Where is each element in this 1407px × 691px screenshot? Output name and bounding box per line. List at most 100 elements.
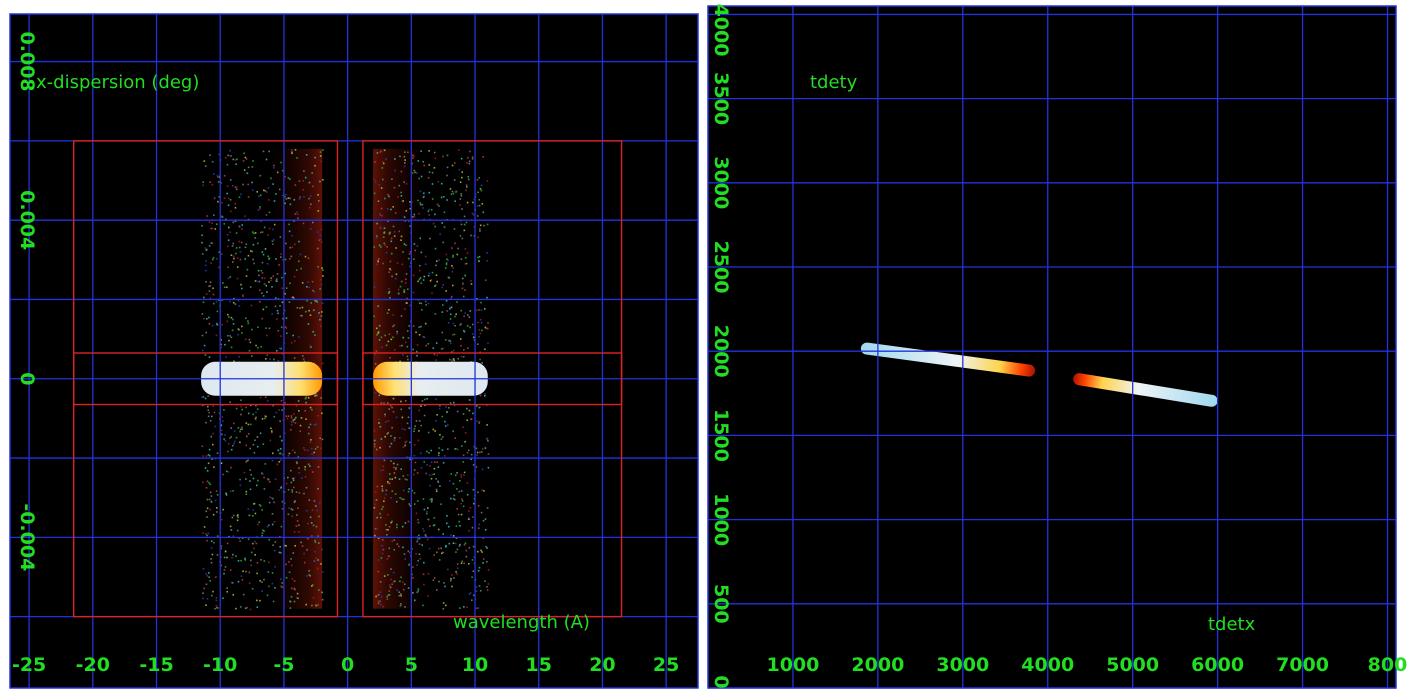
scatter-point bbox=[310, 439, 312, 441]
scatter-point bbox=[394, 580, 396, 583]
scatter-point bbox=[452, 430, 454, 433]
scatter-point bbox=[292, 296, 294, 299]
scatter-point bbox=[252, 243, 255, 246]
scatter-point bbox=[232, 301, 235, 304]
scatter-point bbox=[279, 546, 281, 548]
scatter-point bbox=[442, 462, 445, 464]
scatter-point bbox=[259, 207, 261, 210]
scatter-point bbox=[376, 485, 379, 488]
scatter-point bbox=[313, 424, 316, 426]
scatter-point bbox=[377, 600, 380, 602]
scatter-point bbox=[467, 176, 469, 178]
scatter-point bbox=[280, 452, 282, 455]
scatter-point bbox=[265, 284, 268, 287]
scatter-point bbox=[281, 508, 284, 510]
scatter-point bbox=[307, 522, 309, 525]
scatter-point bbox=[399, 604, 402, 607]
scatter-point bbox=[204, 467, 207, 469]
scatter-point bbox=[285, 317, 288, 319]
scatter-point bbox=[206, 480, 209, 483]
scatter-point bbox=[400, 280, 403, 283]
scatter-point bbox=[215, 605, 218, 607]
scatter-point bbox=[205, 260, 207, 262]
scatter-point bbox=[462, 355, 465, 358]
scatter-point bbox=[299, 196, 301, 198]
scatter-point bbox=[380, 438, 383, 440]
scatter-point bbox=[202, 181, 204, 183]
scatter-point bbox=[295, 416, 297, 419]
scatter-point bbox=[297, 456, 300, 458]
scatter-point bbox=[450, 297, 452, 299]
scatter-point bbox=[413, 169, 416, 172]
scatter-point bbox=[254, 280, 257, 282]
scatter-point bbox=[461, 208, 463, 210]
scatter-point bbox=[423, 398, 426, 401]
scatter-point bbox=[268, 561, 270, 564]
scatter-point bbox=[252, 160, 254, 162]
scatter-point bbox=[209, 419, 212, 422]
scatter-point bbox=[314, 334, 316, 336]
scatter-point bbox=[205, 573, 207, 575]
scatter-point bbox=[379, 581, 382, 583]
scatter-point bbox=[457, 513, 460, 516]
scatter-point bbox=[241, 224, 243, 226]
scatter-point bbox=[208, 481, 210, 484]
scatter-point bbox=[436, 260, 438, 262]
scatter-point bbox=[238, 305, 241, 307]
scatter-point bbox=[293, 600, 296, 603]
scatter-point bbox=[256, 436, 259, 438]
scatter-point bbox=[279, 305, 281, 307]
scatter-point bbox=[255, 404, 257, 407]
scatter-point bbox=[383, 227, 386, 229]
scatter-point bbox=[378, 422, 380, 424]
scatter-point bbox=[290, 421, 293, 423]
scatter-point bbox=[405, 273, 408, 275]
scatter-point bbox=[486, 404, 488, 407]
scatter-point bbox=[287, 197, 290, 199]
scatter-point bbox=[295, 405, 298, 407]
scatter-point bbox=[376, 334, 378, 336]
scatter-point bbox=[280, 347, 282, 350]
scatter-point bbox=[298, 336, 300, 338]
scatter-point bbox=[459, 543, 461, 546]
scatter-point bbox=[468, 563, 470, 565]
scatter-point bbox=[319, 155, 322, 157]
scatter-point bbox=[398, 545, 400, 548]
scatter-point bbox=[304, 410, 306, 412]
scatter-point bbox=[201, 396, 203, 399]
scatter-point bbox=[290, 149, 293, 151]
scatter-point bbox=[400, 191, 402, 194]
scatter-point bbox=[404, 151, 406, 153]
scatter-point bbox=[274, 297, 277, 299]
scatter-point bbox=[426, 398, 428, 400]
scatter-point bbox=[271, 572, 274, 574]
scatter-point bbox=[374, 491, 377, 493]
scatter-point bbox=[216, 324, 219, 326]
scatter-point bbox=[206, 215, 209, 217]
scatter-point bbox=[318, 239, 321, 241]
scatter-point bbox=[478, 335, 480, 338]
scatter-point bbox=[418, 302, 421, 304]
scatter-point bbox=[479, 590, 482, 592]
scatter-point bbox=[417, 559, 419, 562]
scatter-point bbox=[244, 246, 247, 249]
scatter-point bbox=[235, 407, 238, 410]
scatter-point bbox=[205, 533, 207, 535]
scatter-point bbox=[399, 360, 401, 363]
scatter-point bbox=[406, 355, 409, 358]
scatter-point bbox=[281, 287, 283, 290]
y-tick-label: 2000 bbox=[710, 325, 732, 378]
scatter-point bbox=[208, 316, 210, 319]
scatter-point bbox=[442, 284, 444, 286]
scatter-point bbox=[314, 550, 316, 553]
scatter-point bbox=[472, 570, 475, 572]
scatter-point bbox=[257, 209, 260, 211]
scatter-point bbox=[242, 570, 244, 573]
scatter-point bbox=[418, 534, 420, 537]
scatter-point bbox=[321, 267, 323, 269]
scatter-point bbox=[210, 435, 213, 438]
scatter-point bbox=[248, 338, 251, 341]
scatter-point bbox=[427, 507, 429, 509]
scatter-point bbox=[377, 602, 380, 604]
scatter-point bbox=[262, 473, 264, 475]
